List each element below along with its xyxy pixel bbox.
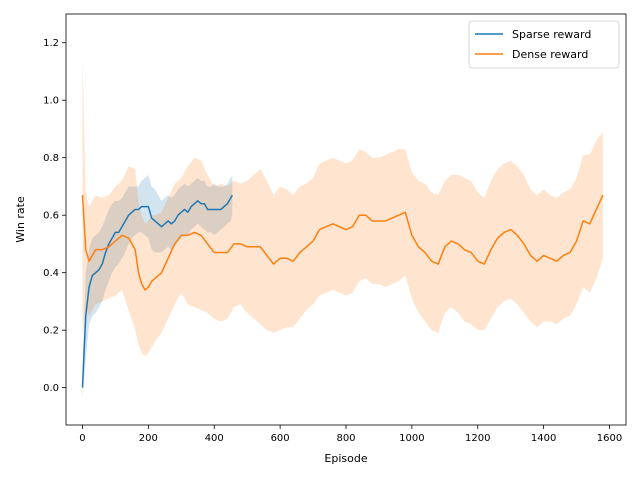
legend-box [468,20,620,69]
y-tick-label: 0.6 [43,211,59,222]
y-tick-label: 1.0 [43,96,59,107]
x-tick-label: 600 [271,433,290,444]
y-tick-label: 0.8 [43,153,59,164]
legend-label-dense-reward: Dense reward [512,48,588,61]
y-tick-label: 1.2 [43,38,59,49]
x-tick-label: 1400 [531,433,556,444]
x-tick-label: 200 [139,433,158,444]
y-axis-label: Win rate [14,196,27,243]
x-axis-ticks: 0 200 400 600 800 1000 1200 1400 1600 [79,425,622,444]
x-tick-label: 0 [79,433,85,444]
x-tick-label: 1600 [597,433,622,444]
legend-label-sparse-reward: Sparse reward [512,28,591,41]
x-axis-label: Episode [324,452,367,465]
y-tick-label: 0.4 [43,268,59,279]
line-dense-reward [81,194,604,291]
y-axis-ticks: 0.0 0.2 0.4 0.6 0.8 1.0 1.2 [43,38,66,394]
x-tick-label: 400 [205,433,224,444]
x-tick-label: 1000 [399,433,424,444]
y-tick-label: 0.0 [43,383,59,394]
y-tick-label: 0.2 [43,326,59,337]
x-tick-label: 1200 [465,433,490,444]
band-dense-reward [82,57,603,357]
legend: Sparse reward Dense reward [468,20,620,69]
series-lines [81,194,604,388]
x-tick-label: 800 [336,433,355,444]
